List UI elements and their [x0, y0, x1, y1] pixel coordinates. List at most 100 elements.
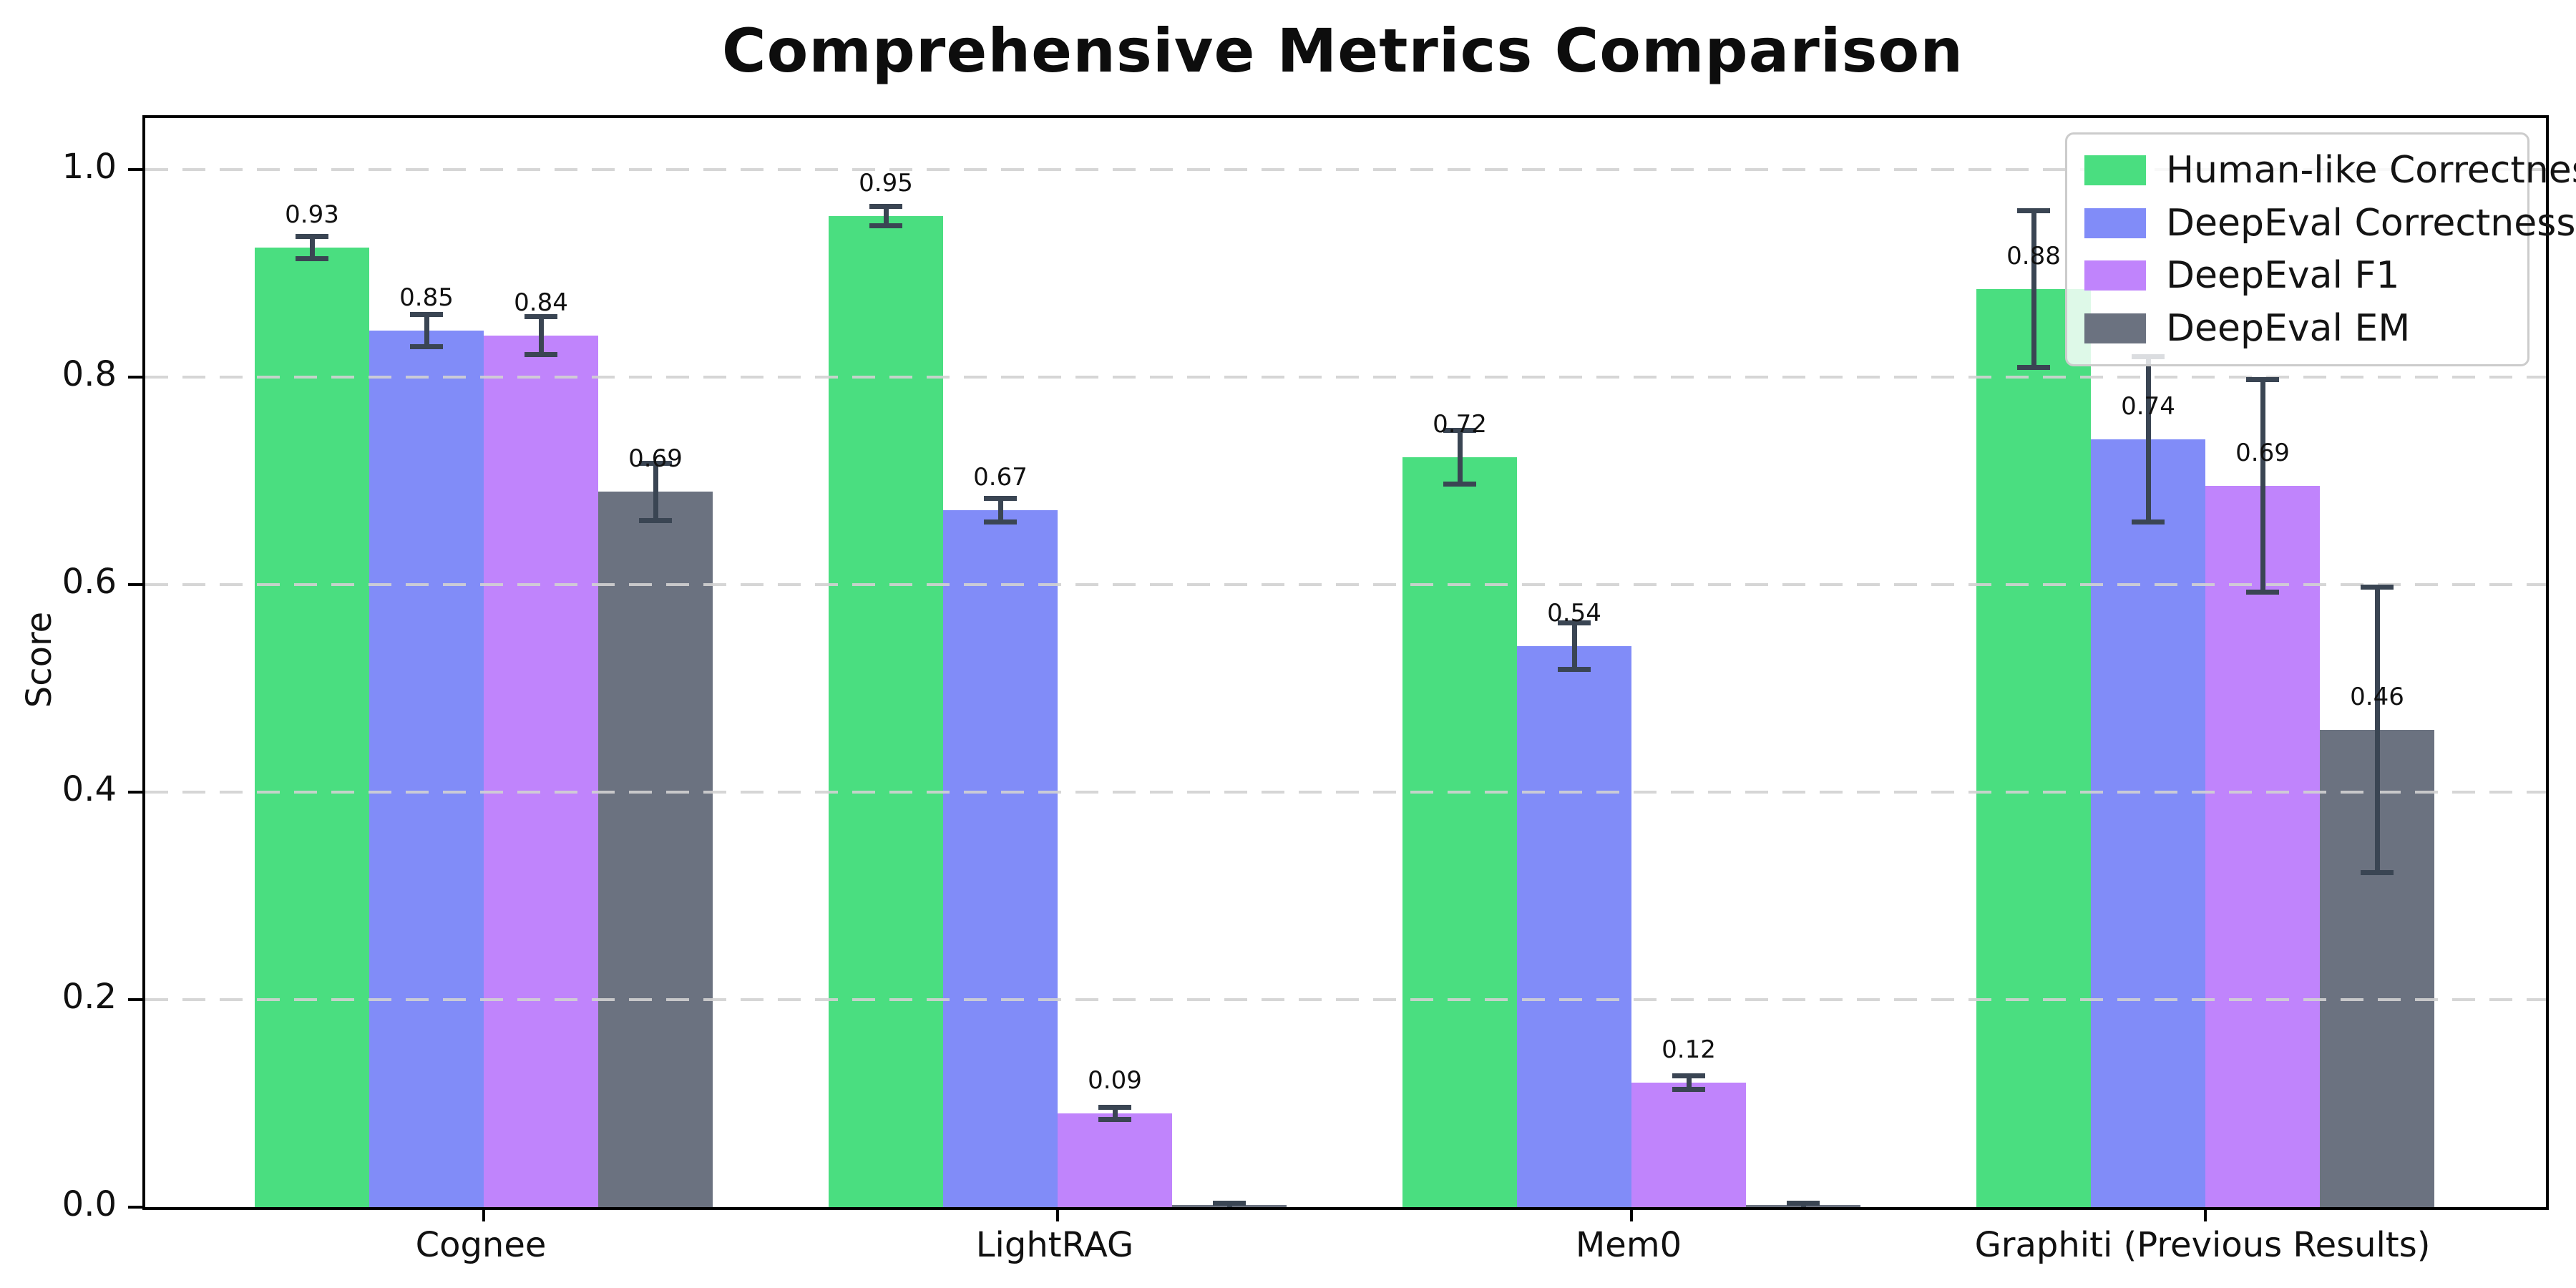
error-bar-cap-top [1558, 620, 1591, 625]
y-axis-label: Score [19, 611, 60, 708]
y-tick-label: 1.0 [62, 147, 117, 187]
bar-value-label: 0.84 [514, 288, 568, 317]
bar-value-label: 0.54 [1547, 599, 1601, 628]
legend-label: DeepEval EM [2166, 306, 2411, 350]
error-bar-cap-top [525, 313, 557, 319]
error-bar [653, 460, 658, 523]
bar-value-label: 0.72 [1433, 410, 1487, 439]
error-bar-cap-bottom [296, 255, 328, 261]
y-tick-mark [128, 1206, 142, 1209]
legend-swatch [2084, 208, 2146, 238]
gridline [145, 376, 2546, 379]
y-tick-mark [128, 376, 142, 379]
x-tick-label: Cognee [415, 1225, 547, 1265]
bar-value-label: 0.85 [399, 283, 454, 312]
error-bar-cap-top [2246, 376, 2279, 382]
bar-value-label: 0.74 [2121, 392, 2175, 421]
error-bar-cap-top [1098, 1105, 1131, 1111]
error-bar-cap-top [410, 311, 443, 317]
legend-swatch [2084, 313, 2146, 343]
error-bar-cap-bottom [2246, 590, 2279, 595]
y-tick-mark [128, 791, 142, 794]
bar-value-label: 0.67 [973, 463, 1028, 492]
bar-human-like-correctness [255, 248, 369, 1207]
bar-value-label: 0.95 [859, 169, 913, 197]
bar-value-label: 0.12 [1662, 1035, 1716, 1064]
legend-item: DeepEval F1 [2084, 253, 2510, 298]
legend-label: DeepEval Correctness [2166, 201, 2576, 245]
error-bar-cap-top [984, 495, 1017, 501]
bar-deepeval-correctness [1517, 646, 1631, 1207]
bar-value-label: 0.69 [2235, 439, 2290, 467]
bar-deepeval-f1 [1631, 1083, 1746, 1207]
legend-item: DeepEval EM [2084, 306, 2510, 351]
x-tick-mark [1056, 1207, 1059, 1221]
bar-deepeval-f1 [2205, 486, 2320, 1207]
error-bar [2031, 208, 2036, 371]
error-bar-cap-top [1787, 1201, 1820, 1206]
error-bar-cap-top [2361, 585, 2394, 590]
x-tick-label: Mem0 [1575, 1225, 1682, 1265]
y-tick-mark [128, 998, 142, 1001]
legend-item: DeepEval Correctness [2084, 200, 2575, 246]
gridline [145, 168, 2546, 171]
bar-value-label: 0.88 [2006, 242, 2061, 270]
error-bar-cap-bottom [410, 344, 443, 350]
bar-human-like-correctness [1402, 457, 1517, 1207]
error-bar-cap-bottom [2132, 519, 2165, 525]
gridline [145, 998, 2546, 1001]
y-tick-label: 0.6 [62, 562, 117, 602]
error-bar-cap-bottom [2361, 870, 2394, 875]
bar-value-label: 0.69 [628, 444, 683, 473]
error-bar [2260, 376, 2265, 595]
error-bar [309, 234, 315, 261]
bar-human-like-correctness [829, 216, 943, 1207]
x-tick-mark [2204, 1207, 2207, 1221]
error-bar-cap-top [2017, 208, 2050, 213]
bar-value-label: 0.46 [2350, 683, 2404, 711]
error-bar-cap-top [1672, 1073, 1705, 1078]
y-tick-mark [128, 583, 142, 586]
y-tick-label: 0.0 [62, 1184, 117, 1224]
bar-deepeval-correctness [2091, 439, 2205, 1207]
error-bar [1112, 1105, 1118, 1122]
error-bar-cap-bottom [639, 517, 672, 523]
error-bar [2374, 585, 2380, 875]
legend-label: DeepEval F1 [2166, 254, 2400, 298]
x-tick-mark [482, 1207, 485, 1221]
error-bar-cap-bottom [2017, 365, 2050, 371]
legend-swatch [2084, 155, 2146, 185]
legend-swatch [2084, 260, 2146, 291]
error-bar [883, 203, 889, 229]
y-tick-label: 0.8 [62, 354, 117, 394]
legend: Human-like Correctness DeepEval Correctne… [2065, 132, 2576, 366]
gridline [145, 583, 2546, 586]
error-bar-cap-bottom [869, 223, 902, 229]
error-bar-cap-bottom [1443, 481, 1476, 487]
error-bar-cap-top [869, 203, 902, 209]
bar-deepeval-f1 [1058, 1113, 1172, 1207]
error-bar-cap-bottom [1672, 1087, 1705, 1093]
error-bar [1571, 620, 1577, 673]
error-bar-cap-bottom [1558, 667, 1591, 673]
bar-human-like-correctness [1976, 289, 2091, 1207]
error-bar-cap-top [1213, 1201, 1246, 1206]
gridline [145, 791, 2546, 794]
error-bar-cap-bottom [525, 352, 557, 358]
error-bar [424, 311, 429, 350]
bar-value-label: 0.93 [285, 200, 339, 229]
y-tick-label: 0.4 [62, 769, 117, 809]
error-bar-cap-top [639, 460, 672, 466]
error-bar [538, 313, 544, 358]
x-tick-label: LightRAG [975, 1225, 1134, 1265]
error-bar [1457, 428, 1463, 487]
error-bar-cap-bottom [984, 519, 1017, 525]
error-bar [997, 495, 1003, 525]
bar-deepeval-f1 [484, 336, 598, 1207]
x-tick-label: Graphiti (Previous Results) [1974, 1225, 2431, 1265]
error-bar [2145, 354, 2151, 525]
chart-title: Comprehensive Metrics Comparison [721, 16, 1964, 86]
y-tick-label: 0.2 [62, 977, 117, 1017]
bar-deepeval-correctness [943, 510, 1058, 1207]
legend-label: Human-like Correctness [2166, 149, 2576, 192]
